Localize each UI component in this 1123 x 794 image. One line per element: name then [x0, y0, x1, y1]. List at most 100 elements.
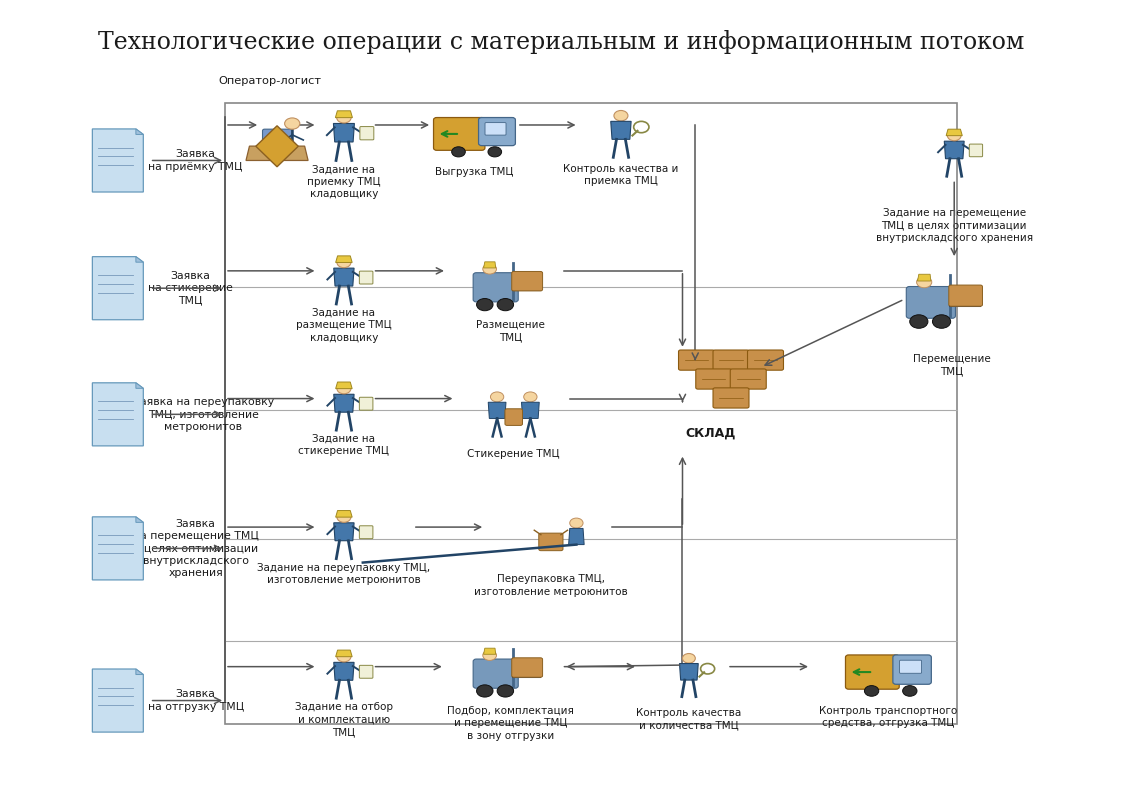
Circle shape — [337, 384, 350, 394]
Polygon shape — [336, 382, 353, 388]
Circle shape — [483, 650, 496, 661]
FancyBboxPatch shape — [359, 665, 373, 678]
Circle shape — [569, 518, 583, 528]
Text: Размещение
ТМЦ: Размещение ТМЦ — [476, 320, 545, 342]
FancyBboxPatch shape — [359, 526, 373, 538]
Polygon shape — [336, 650, 353, 657]
Polygon shape — [334, 268, 354, 286]
FancyBboxPatch shape — [359, 397, 373, 410]
Text: Перемещение
ТМЦ: Перемещение ТМЦ — [913, 353, 990, 376]
Circle shape — [337, 652, 350, 662]
Circle shape — [476, 685, 493, 697]
Polygon shape — [92, 669, 144, 732]
FancyBboxPatch shape — [359, 271, 373, 284]
Circle shape — [523, 392, 537, 402]
Polygon shape — [947, 129, 962, 136]
Polygon shape — [92, 383, 144, 446]
Polygon shape — [136, 256, 144, 262]
FancyBboxPatch shape — [505, 409, 522, 426]
Polygon shape — [136, 129, 144, 134]
Polygon shape — [256, 125, 299, 167]
FancyBboxPatch shape — [433, 118, 485, 150]
Text: Заявка
на отгрузку ТМЦ: Заявка на отгрузку ТМЦ — [147, 689, 244, 711]
Text: Заявка на переупаковку
ТМЦ, изготовление
метроюнитов: Заявка на переупаковку ТМЦ, изготовление… — [133, 397, 274, 432]
Text: Переупаковка ТМЦ,
изготовление метроюнитов: Переупаковка ТМЦ, изготовление метроюнит… — [474, 574, 628, 597]
Text: Задание на
размещение ТМЦ
кладовщику: Задание на размещение ТМЦ кладовщику — [296, 308, 392, 343]
Circle shape — [497, 685, 513, 697]
FancyBboxPatch shape — [359, 126, 374, 140]
Polygon shape — [334, 395, 354, 412]
Circle shape — [910, 314, 928, 328]
Circle shape — [284, 118, 300, 129]
Bar — [225, 103, 958, 724]
FancyBboxPatch shape — [969, 144, 983, 156]
FancyBboxPatch shape — [512, 272, 542, 291]
Polygon shape — [917, 274, 931, 281]
Circle shape — [865, 685, 879, 696]
Circle shape — [614, 110, 628, 121]
FancyBboxPatch shape — [512, 657, 542, 677]
FancyBboxPatch shape — [263, 129, 292, 148]
Text: Подбор, комплектация
и перемещение ТМЦ
в зону отгрузки: Подбор, комплектация и перемещение ТМЦ в… — [447, 706, 574, 741]
Text: Заявка
на приёмку ТМЦ: Заявка на приёмку ТМЦ — [147, 149, 241, 172]
Polygon shape — [246, 146, 308, 160]
Text: Технологические операции с материальным и информационным потоком: Технологические операции с материальным … — [99, 30, 1024, 54]
FancyBboxPatch shape — [485, 122, 506, 135]
Polygon shape — [944, 141, 965, 159]
Polygon shape — [92, 517, 144, 580]
Circle shape — [483, 264, 496, 274]
Circle shape — [337, 112, 351, 123]
Polygon shape — [334, 123, 355, 142]
Polygon shape — [334, 662, 354, 680]
FancyBboxPatch shape — [713, 387, 749, 408]
Polygon shape — [336, 111, 353, 118]
FancyBboxPatch shape — [900, 661, 922, 673]
Polygon shape — [484, 262, 495, 268]
FancyBboxPatch shape — [478, 118, 515, 145]
FancyBboxPatch shape — [906, 287, 956, 318]
FancyBboxPatch shape — [949, 285, 983, 306]
Polygon shape — [92, 256, 144, 320]
Polygon shape — [334, 522, 354, 541]
Circle shape — [491, 392, 504, 402]
Text: СКЛАД: СКЛАД — [685, 427, 736, 440]
Polygon shape — [484, 648, 495, 654]
Text: Контроль качества и
приемка ТМЦ: Контроль качества и приемка ТМЦ — [564, 164, 678, 186]
Text: Контроль качества
и количества ТМЦ: Контроль качества и количества ТМЦ — [637, 707, 741, 730]
Circle shape — [948, 130, 961, 141]
Text: Заявка
на стикерение
ТМЦ: Заявка на стикерение ТМЦ — [147, 271, 232, 306]
Polygon shape — [521, 403, 539, 418]
Circle shape — [451, 147, 465, 157]
Polygon shape — [568, 529, 584, 545]
Text: Заявка
на перемещение ТМЦ
в целях оптимизации
внутрискладского
хранения: Заявка на перемещение ТМЦ в целях оптими… — [133, 518, 258, 578]
Text: Выгрузка ТМЦ: Выгрузка ТМЦ — [436, 167, 513, 177]
FancyBboxPatch shape — [696, 369, 732, 389]
Text: Задание на перемещение
ТМЦ в целях оптимизации
внутрискладского хранения: Задание на перемещение ТМЦ в целях оптим… — [876, 208, 1033, 243]
FancyBboxPatch shape — [473, 272, 518, 302]
Circle shape — [916, 276, 932, 287]
Circle shape — [489, 147, 502, 157]
FancyBboxPatch shape — [713, 350, 749, 370]
Polygon shape — [489, 403, 506, 418]
Circle shape — [903, 685, 917, 696]
Polygon shape — [611, 121, 631, 139]
Circle shape — [476, 299, 493, 310]
FancyBboxPatch shape — [893, 655, 931, 684]
FancyBboxPatch shape — [730, 369, 766, 389]
Text: Стикерение ТМЦ: Стикерение ТМЦ — [467, 449, 560, 459]
Text: Задание на
стикерение ТМЦ: Задание на стикерение ТМЦ — [299, 434, 390, 457]
Circle shape — [497, 299, 513, 310]
FancyBboxPatch shape — [678, 350, 714, 370]
Circle shape — [683, 653, 695, 663]
FancyBboxPatch shape — [846, 655, 900, 689]
Text: Задание на отбор
и комплектацию
ТМЦ: Задание на отбор и комплектацию ТМЦ — [295, 702, 393, 737]
FancyBboxPatch shape — [539, 533, 563, 551]
Polygon shape — [92, 129, 144, 192]
Text: Задание на переупаковку ТМЦ,
изготовление метроюнитов: Задание на переупаковку ТМЦ, изготовлени… — [257, 563, 430, 585]
Circle shape — [337, 257, 350, 268]
FancyBboxPatch shape — [473, 659, 518, 688]
Polygon shape — [136, 669, 144, 675]
Polygon shape — [336, 511, 353, 517]
Polygon shape — [136, 517, 144, 522]
Text: Оператор-логист: Оператор-логист — [218, 76, 321, 86]
